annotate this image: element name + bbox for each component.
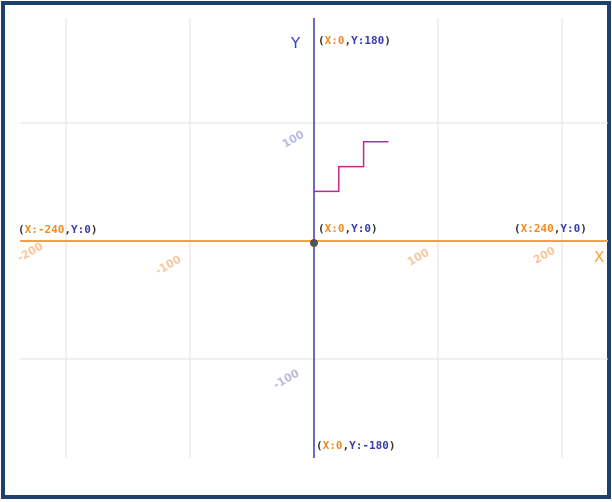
coord-bottom: (X:0,Y:-180) xyxy=(316,439,396,452)
pen-path xyxy=(314,141,389,193)
x-tick-200: 200 xyxy=(531,244,558,267)
coord-left: (X:-240,Y:0) xyxy=(18,223,98,236)
x-tick-neg100: -100 xyxy=(153,252,184,277)
coord-top: (X:0,Y:180) xyxy=(318,34,391,47)
x-axis-name: X xyxy=(594,248,604,266)
x-tick-neg200: -200 xyxy=(15,239,46,264)
coord-origin: (X:0,Y:0) xyxy=(318,222,378,235)
x-tick-100: 100 xyxy=(405,246,432,269)
y-tick-neg100: -100 xyxy=(271,366,302,391)
origin-point xyxy=(310,239,318,247)
coord-right: (X:240,Y:0) xyxy=(514,222,587,235)
y-axis-name: Y xyxy=(290,34,301,52)
y-tick-100: 100 xyxy=(280,128,307,151)
